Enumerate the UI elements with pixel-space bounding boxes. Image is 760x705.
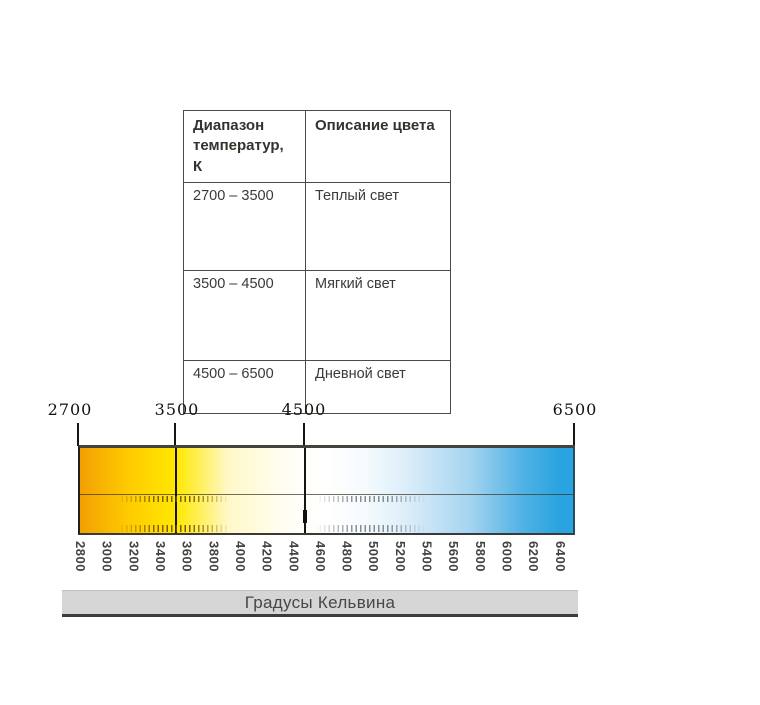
axis-minor-label: 5400 [419, 541, 435, 572]
axis-major-tickline-6500 [573, 423, 575, 446]
axis-minor-label: 2800 [73, 541, 88, 572]
table-row: 3500 – 4500 Мягкий свет [183, 269, 451, 361]
colorbar-bold-tick [303, 510, 307, 523]
axis-major-label-4500: 4500 [281, 400, 327, 419]
range-cell: 2700 – 3500 [183, 181, 306, 271]
col-header-range: Диапазон температур, К [183, 110, 306, 183]
axis-minor-label: 6000 [499, 541, 515, 572]
colorbar-midline [80, 494, 573, 496]
colorbar-4500-line [304, 448, 306, 533]
axis-minor-label: 5000 [366, 541, 382, 572]
table-row: 2700 – 3500 Теплый свет [183, 181, 451, 271]
axis-title: Градусы Кельвина [244, 592, 396, 612]
ruler-ticks-bottom-warm [117, 525, 230, 532]
col-header-description: Описание цвета [305, 110, 451, 183]
axis-minor-label: 3800 [206, 541, 222, 572]
axis-major-label-2700: 2700 [47, 400, 93, 419]
axis-major-label-3500: 3500 [154, 400, 200, 419]
table-header-row: Диапазон температур, К Описание цвета [183, 110, 451, 183]
ruler-ticks-mid-warm [117, 496, 230, 502]
description-cell: Дневной свет [305, 359, 451, 414]
colorbar-3500-line [175, 448, 177, 533]
axis-minor-label: 3600 [179, 541, 195, 572]
axis-minor-label: 5200 [392, 541, 408, 572]
axis-major-label-6500: 6500 [552, 400, 598, 419]
axis-minor-label: 4800 [339, 541, 355, 572]
range-cell: 4500 – 6500 [183, 359, 306, 414]
minor-tick-labels: 2800 3000 3200 3400 3600 3800 4000 4200 4400 4600… [72, 541, 568, 589]
axis-minor-label: 4400 [286, 541, 302, 572]
axis-minor-label: 3200 [126, 541, 142, 572]
axis-major-tickline-2700 [77, 423, 79, 446]
axis-minor-label: 3000 [99, 541, 115, 572]
temperature-table: Диапазон температур, К Описание цвета 27… [183, 110, 451, 414]
kelvin-axis-title-bar: Градусы Кельвина [62, 590, 578, 617]
description-cell: Мягкий свет [305, 269, 451, 361]
kelvin-colorbar [78, 445, 575, 535]
table-row: 4500 – 6500 Дневной свет [183, 359, 451, 414]
axis-minor-label: 5600 [446, 541, 462, 572]
axis-minor-label: 4000 [232, 541, 248, 572]
ruler-ticks-mid-cool [315, 496, 427, 502]
axis-minor-label: 3400 [152, 541, 168, 572]
ruler-ticks-bottom-cool [315, 525, 427, 532]
axis-minor-label: 4600 [312, 541, 328, 572]
axis-major-tickline-4500 [303, 423, 305, 446]
axis-minor-label: 6200 [526, 541, 542, 572]
axis-minor-label: 5800 [472, 541, 488, 572]
axis-minor-label: 4200 [259, 541, 275, 572]
description-cell: Теплый свет [305, 181, 451, 271]
axis-major-tickline-3500 [174, 423, 176, 446]
range-cell: 3500 – 4500 [183, 269, 306, 361]
axis-minor-label: 6400 [552, 541, 568, 572]
